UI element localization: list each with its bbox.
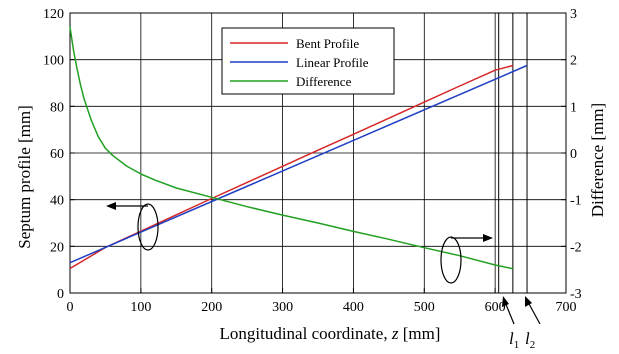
y2-tick-label: 0 xyxy=(570,147,577,162)
y-tick-label: 60 xyxy=(50,147,64,162)
l1-pointer xyxy=(504,301,515,325)
y-tick-labels: 0 20 40 60 80 100 120 xyxy=(43,7,75,302)
l1-pointer-arrowhead-icon xyxy=(502,296,509,307)
y2-tick-label: -1 xyxy=(570,194,582,209)
l2-marker-label: l2 xyxy=(525,329,535,351)
y2-tick-label: -2 xyxy=(570,240,582,255)
l2-marker-sub: 2 xyxy=(530,339,536,351)
left-axis-indicator xyxy=(106,202,159,251)
y-tick-label: 40 xyxy=(50,194,64,209)
series-line-bent-profile xyxy=(69,64,514,270)
l1-marker-sub: 1 xyxy=(514,339,520,351)
y-tick-label: 80 xyxy=(50,100,64,115)
l1-marker-letter: l xyxy=(509,329,514,348)
legend-box xyxy=(221,27,395,95)
legend-label-difference: Difference xyxy=(296,74,352,89)
right-axis-arrowhead-icon xyxy=(483,234,493,242)
right-axis-indicator xyxy=(440,234,493,284)
y2-tick-label: 2 xyxy=(570,54,577,69)
x-tick-label: 400 xyxy=(343,300,364,315)
y-tick-label: 20 xyxy=(50,240,64,255)
y2-tick-label: 1 xyxy=(570,100,577,115)
legend-label-bent: Bent Profile xyxy=(296,36,359,51)
right-axis-indicator-ellipse xyxy=(440,236,462,284)
x-tick-label: 700 xyxy=(556,300,577,315)
x-tick-label: 300 xyxy=(272,300,293,315)
x-axis-label-unit: [mm] xyxy=(398,324,440,343)
y-axis-label: Septum profile [mm] xyxy=(15,105,34,249)
y2-axis-label: Difference [mm] xyxy=(588,103,607,217)
x-tick-label: 600 xyxy=(485,300,506,315)
series-layer xyxy=(69,26,528,270)
series-line-linear-profile xyxy=(69,64,528,264)
legend: Bent Profile Linear Profile Difference xyxy=(221,27,395,95)
legend-label-linear: Linear Profile xyxy=(296,55,369,70)
y-tick-label: 120 xyxy=(43,7,64,22)
series-line-difference xyxy=(69,26,514,270)
x-axis-label-var: z xyxy=(391,324,399,343)
l2-pointer-arrowhead-icon xyxy=(525,296,532,307)
vline-markers: l1 l2 xyxy=(502,296,541,351)
x-tick-label: 100 xyxy=(130,300,151,315)
y2-tick-label: 3 xyxy=(570,7,577,22)
x-axis-label: Longitudinal coordinate, z [mm] xyxy=(220,324,441,343)
x-tick-labels: 0 100 200 300 400 500 600 700 xyxy=(67,288,577,315)
l2-pointer xyxy=(527,301,541,325)
x-axis-label-prefix: Longitudinal coordinate, xyxy=(220,324,392,343)
y2-tick-labels: -3 -2 -1 0 1 2 3 xyxy=(561,7,582,302)
y-tick-label: 100 xyxy=(43,54,64,69)
left-axis-arrowhead-icon xyxy=(106,202,116,210)
l2-marker-letter: l xyxy=(525,329,530,348)
x-tick-label: 500 xyxy=(414,300,435,315)
marker-lines xyxy=(498,13,528,293)
left-axis-indicator-ellipse xyxy=(137,203,159,251)
x-tick-label: 0 xyxy=(67,300,74,315)
x-tick-label: 200 xyxy=(201,300,222,315)
y-tick-label: 0 xyxy=(57,287,64,302)
l1-marker-label: l1 xyxy=(509,329,519,351)
y2-tick-label: -3 xyxy=(570,287,582,302)
